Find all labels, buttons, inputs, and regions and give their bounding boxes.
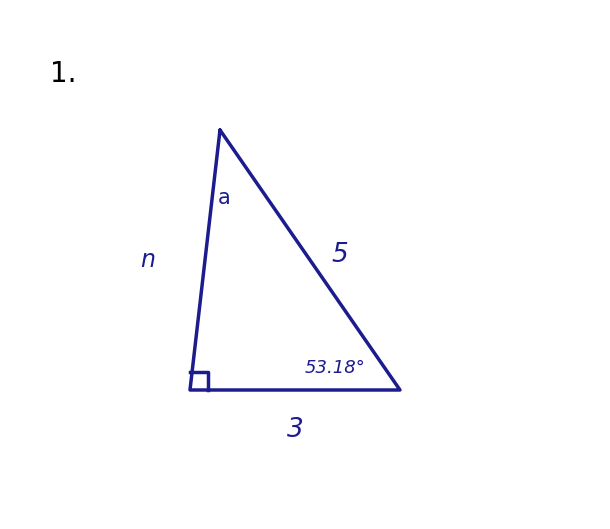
Text: n: n: [140, 248, 156, 272]
Text: 1.: 1.: [50, 60, 76, 88]
Text: a: a: [218, 188, 231, 208]
Text: 53.18°: 53.18°: [305, 359, 366, 377]
Text: 3: 3: [287, 417, 303, 443]
Text: 5: 5: [332, 242, 348, 268]
